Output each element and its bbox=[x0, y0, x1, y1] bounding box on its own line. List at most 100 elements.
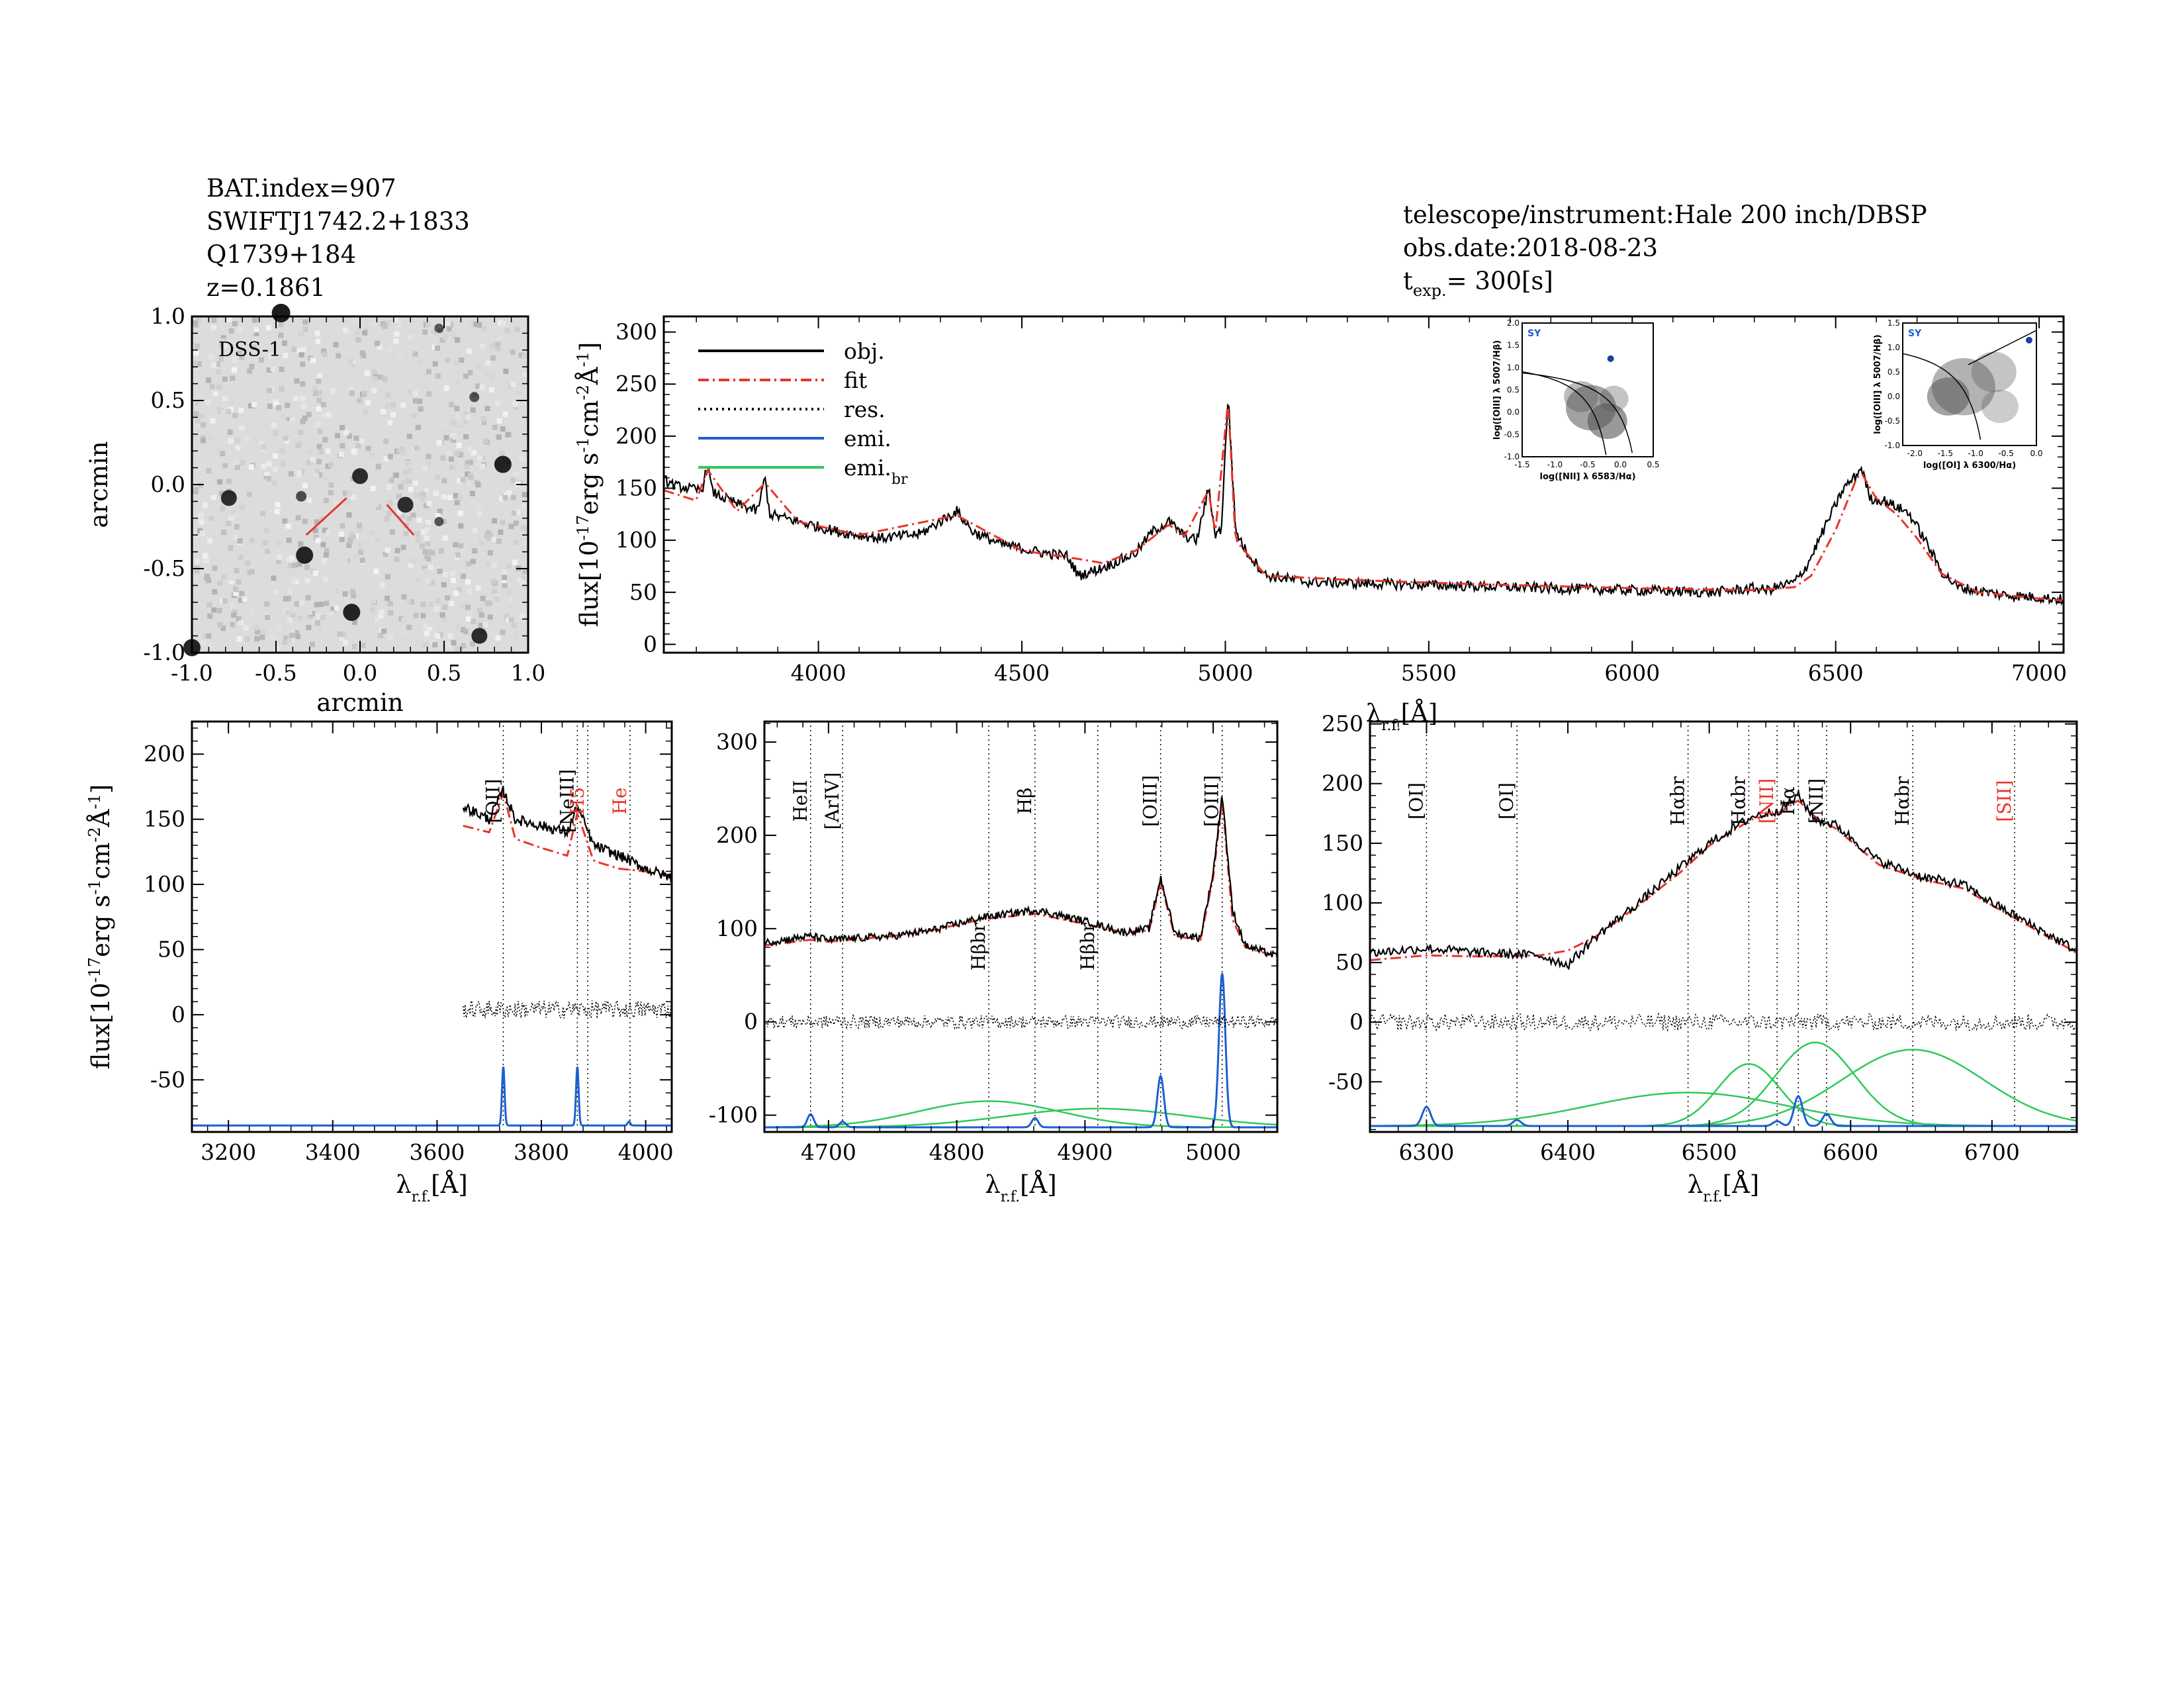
bpt-ytick-label: -0.5 bbox=[1885, 416, 1900, 426]
dss-noise-pixel bbox=[351, 620, 357, 626]
zoom-Halpha-ytick-label: 200 bbox=[1322, 771, 1363, 796]
dss-noise-pixel bbox=[346, 512, 352, 518]
bpt-ytick-label: 1.0 bbox=[1888, 343, 1900, 352]
bpt-density bbox=[1927, 377, 1970, 416]
dss-noise-pixel bbox=[293, 395, 298, 401]
dss-noise-pixel bbox=[400, 402, 406, 408]
dss-noise-pixel bbox=[451, 639, 457, 645]
dss-noise-pixel bbox=[423, 502, 429, 508]
dss-noise-pixel bbox=[387, 420, 393, 426]
bpt-kauffmann bbox=[1522, 371, 1607, 455]
dss-noise-pixel bbox=[245, 636, 251, 642]
dss-noise-pixel bbox=[334, 605, 340, 611]
dss-noise-pixel bbox=[321, 412, 327, 418]
dss-noise-pixel bbox=[300, 346, 306, 352]
dss-noise-pixel bbox=[465, 471, 471, 477]
dss-noise-pixel bbox=[405, 392, 411, 398]
zoom-Hbeta-xlabel: λr.f.[Å] bbox=[985, 1170, 1057, 1205]
legend-label-4: emi.br bbox=[844, 455, 908, 488]
dss-noise-pixel bbox=[277, 554, 283, 560]
dss-noise-pixel bbox=[508, 596, 514, 602]
dss-noise-pixel bbox=[374, 616, 380, 622]
dss-noise-pixel bbox=[231, 367, 237, 373]
dss-noise-pixel bbox=[341, 491, 347, 496]
dss-noise-pixel bbox=[291, 346, 297, 352]
dss-noise-pixel bbox=[416, 517, 422, 523]
dss-noise-pixel bbox=[267, 387, 273, 393]
legend-text: fit bbox=[844, 367, 867, 393]
dss-noise-pixel bbox=[238, 555, 244, 561]
dss-noise-pixel bbox=[296, 469, 302, 475]
dss-noise-pixel bbox=[485, 561, 491, 567]
dss-noise-pixel bbox=[207, 613, 213, 619]
dss-noise-pixel bbox=[522, 569, 527, 575]
dss-noise-pixel bbox=[264, 614, 270, 620]
dss-noise-pixel bbox=[500, 520, 506, 526]
line-marker-label: [NII] bbox=[1756, 778, 1778, 823]
dss-noise-pixel bbox=[347, 538, 353, 543]
dss-noise-pixel bbox=[406, 434, 412, 440]
dss-noise-pixel bbox=[394, 557, 400, 563]
dss-noise-pixel bbox=[437, 632, 443, 637]
dss-noise-pixel bbox=[426, 500, 432, 506]
dss-noise-pixel bbox=[454, 380, 460, 386]
zoom-OII-xtick-label: 3200 bbox=[201, 1139, 256, 1165]
dss-noise-pixel bbox=[402, 469, 408, 475]
dss-noise-pixel bbox=[452, 334, 458, 340]
dss-noise-pixel bbox=[285, 411, 291, 417]
dss-noise-pixel bbox=[479, 343, 485, 349]
dss-noise-pixel bbox=[287, 637, 293, 643]
dss-noise-pixel bbox=[249, 608, 255, 614]
dss-noise-pixel bbox=[265, 435, 271, 441]
dss-noise-pixel bbox=[321, 348, 327, 354]
dss-noise-pixel bbox=[490, 374, 496, 380]
dss-noise-pixel bbox=[285, 523, 291, 529]
dss-noise-pixel bbox=[510, 350, 516, 355]
dss-noise bbox=[192, 316, 528, 651]
dss-noise-pixel bbox=[310, 456, 316, 462]
dss-noise-pixel bbox=[234, 568, 240, 574]
dss-noise-pixel bbox=[385, 403, 390, 409]
dss-noise-pixel bbox=[202, 633, 208, 639]
line-marker-label: [OIII] bbox=[1201, 775, 1223, 827]
dss-noise-pixel bbox=[286, 556, 292, 562]
dss-noise-pixel bbox=[319, 516, 325, 522]
bpt-xtick-label: -1.0 bbox=[1547, 460, 1563, 469]
bpt-density bbox=[1599, 385, 1629, 412]
dss-noise-pixel bbox=[289, 629, 295, 635]
dss-noise-pixel bbox=[414, 445, 420, 451]
dss-noise-pixel bbox=[216, 608, 222, 614]
dss-noise-pixel bbox=[389, 320, 395, 326]
dss-noise-pixel bbox=[362, 330, 368, 336]
zoom-Hbeta-frame bbox=[763, 720, 1279, 1133]
dss-noise-pixel bbox=[278, 322, 284, 328]
dss-noise-pixel bbox=[521, 524, 527, 530]
dss-noise-pixel bbox=[248, 464, 254, 470]
dss-noise-pixel bbox=[396, 447, 402, 453]
dss-noise-pixel bbox=[298, 541, 304, 547]
line-marker-label: [NeIII] bbox=[556, 769, 578, 833]
dss-noise-pixel bbox=[359, 557, 365, 563]
dss-noise-pixel bbox=[349, 588, 355, 594]
dss-noise-pixel bbox=[314, 469, 320, 475]
dss-noise-pixel bbox=[379, 555, 385, 561]
zoom-OII-xtick-label: 3800 bbox=[514, 1139, 569, 1165]
dss-noise-pixel bbox=[267, 353, 273, 359]
dss-noise-pixel bbox=[333, 500, 339, 506]
dss-noise-pixel bbox=[275, 645, 281, 651]
dss-noise-pixel bbox=[325, 448, 331, 454]
dss-noise-pixel bbox=[287, 588, 293, 594]
dss-marker-left bbox=[305, 497, 347, 536]
dss-noise-pixel bbox=[345, 453, 351, 459]
dss-noise-pixel bbox=[348, 530, 354, 536]
dss-noise-pixel bbox=[382, 376, 388, 382]
dss-noise-pixel bbox=[502, 569, 508, 575]
dss-noise-pixel bbox=[230, 375, 236, 381]
dss-noise-pixel bbox=[496, 538, 502, 544]
dss-noise-pixel bbox=[324, 600, 330, 606]
dss-noise-pixel bbox=[520, 575, 525, 581]
dss-noise-pixel bbox=[328, 482, 334, 488]
dss-noise-pixel bbox=[236, 350, 242, 356]
dss-noise-pixel bbox=[300, 381, 306, 387]
